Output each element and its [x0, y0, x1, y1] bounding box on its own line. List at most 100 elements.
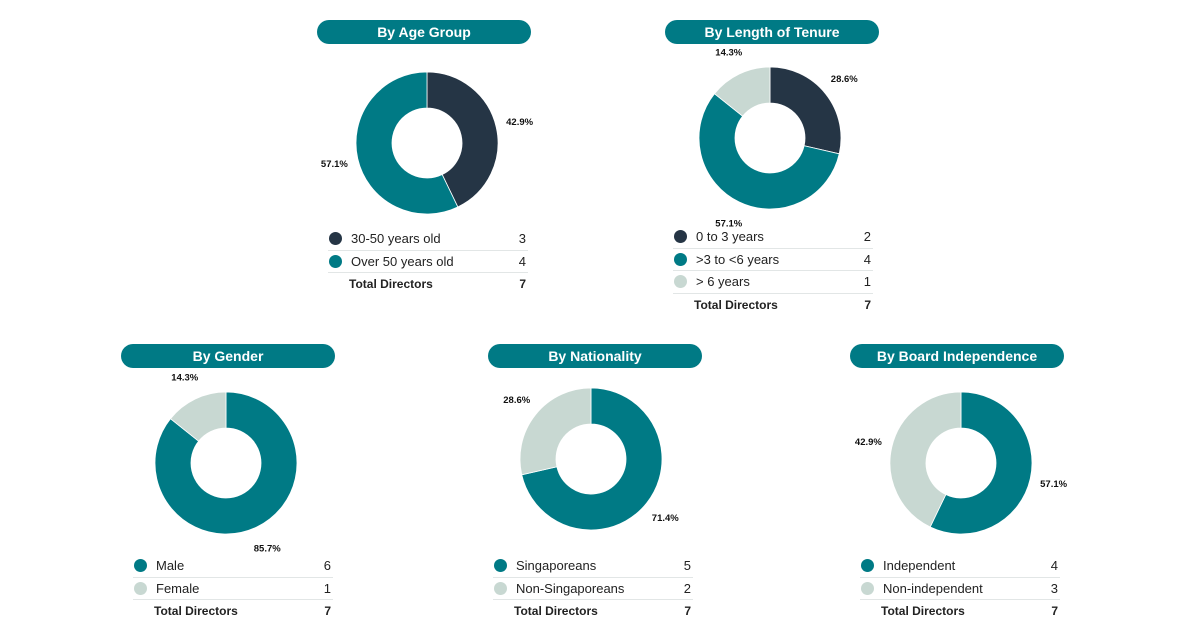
legend-row: >3 to <6 years 4: [673, 249, 873, 271]
total-label: Total Directors: [694, 297, 778, 312]
legend-label: Non-Singaporeans: [516, 580, 625, 596]
legend-row: Singaporeans 5: [493, 555, 693, 578]
legend-label: Independent: [883, 558, 956, 574]
total-value: 7: [684, 604, 691, 619]
legend-swatch: [134, 559, 147, 573]
legend-swatch: [861, 581, 874, 595]
legend-table: Male 6 Female 1 Total Directors 7: [133, 555, 333, 623]
legend-label: Male: [156, 558, 185, 574]
chart-title: By Length of Tenure: [665, 20, 879, 44]
legend-row: 0 to 3 years 2: [673, 226, 873, 249]
total-row: Total Directors 7: [328, 273, 528, 296]
chart-title: By Board Independence: [850, 344, 1064, 368]
chart-title: By Age Group: [317, 20, 531, 44]
donut-slice: [698, 93, 840, 210]
donut-slice: [154, 391, 298, 535]
panel-age-group: By Age Group 42.9% 57.1% 30-50 years old 3 Ov…: [317, 20, 534, 310]
total-row: Total Directors 7: [133, 600, 333, 623]
donut-slice: [519, 387, 592, 476]
panel-gender: By Gender 85.7% 14.3% Male 6 Female 1 Total Dir…: [121, 344, 335, 634]
legend-row: Independent 4: [860, 555, 1060, 578]
legend-swatch: [494, 581, 507, 595]
percent-label: 14.3%: [171, 372, 198, 383]
percent-label: 57.1%: [1040, 479, 1067, 490]
total-row: Total Directors 7: [493, 600, 693, 623]
legend-label: Non-independent: [883, 580, 983, 596]
legend-swatch: [674, 230, 687, 244]
legend-table: 30-50 years old 3 Over 50 years old 4 Total …: [328, 228, 528, 296]
total-value: 7: [1051, 604, 1058, 619]
percent-label: 28.6%: [503, 395, 530, 406]
donut-slice: [929, 391, 1033, 535]
chart-title: By Nationality: [488, 344, 702, 368]
total-row: Total Directors 7: [673, 294, 873, 317]
panel-tenure: By Length of Tenure 28.6% 57.1% 14.3% 0 to 3…: [665, 20, 879, 312]
legend-value: 4: [863, 251, 871, 267]
legend-value: 3: [1050, 580, 1058, 596]
legend-table: Independent 4 Non-independent 3 Total Direct…: [860, 555, 1060, 623]
legend-row: 30-50 years old 3: [328, 228, 528, 251]
legend-label: Singaporeans: [516, 558, 597, 574]
legend-label: 30-50 years old: [351, 231, 441, 247]
donut-chart: 85.7% 14.3%: [154, 372, 298, 555]
legend-row: Non-independent 3: [860, 578, 1060, 600]
legend-swatch: [134, 581, 147, 595]
donut-chart: 42.9% 57.1%: [321, 71, 534, 215]
donut-slice: [713, 66, 771, 117]
legend-swatch: [674, 252, 687, 266]
total-label: Total Directors: [881, 604, 965, 619]
percent-label: 42.9%: [855, 437, 882, 448]
legend-label: Over 50 years old: [351, 253, 454, 269]
legend-value: 1: [323, 580, 331, 596]
legend-label: Female: [156, 580, 200, 596]
legend-row: Non-Singaporeans 2: [493, 578, 693, 600]
legend-value: 3: [518, 231, 526, 247]
donut-chart: 71.4% 28.6%: [503, 387, 679, 531]
legend-row: Over 50 years old 4: [328, 251, 528, 273]
chart-title: By Gender: [121, 344, 335, 368]
donut-slice: [355, 71, 459, 215]
legend-swatch: [674, 275, 687, 289]
legend-row: Female 1: [133, 578, 333, 600]
total-row: Total Directors 7: [860, 600, 1060, 623]
legend-row: > 6 years 1: [673, 271, 873, 294]
legend-value: 5: [683, 558, 691, 574]
donut-slice: [426, 71, 499, 208]
legend-label: 0 to 3 years: [696, 229, 764, 245]
legend-value: 2: [863, 229, 871, 245]
legend-label: >3 to <6 years: [696, 251, 780, 267]
legend-value: 6: [323, 558, 331, 574]
legend-value: 4: [1050, 558, 1058, 574]
legend-swatch: [329, 254, 342, 268]
total-label: Total Directors: [154, 604, 238, 619]
legend-label: > 6 years: [696, 274, 750, 290]
total-label: Total Directors: [514, 604, 598, 619]
legend-swatch: [494, 559, 507, 573]
panel-nationality: By Nationality 71.4% 28.6% Singaporeans 5 Non…: [488, 344, 702, 634]
total-value: 7: [519, 277, 526, 292]
legend-swatch: [861, 559, 874, 573]
donut-chart: 57.1% 42.9%: [855, 391, 1068, 535]
total-value: 7: [324, 604, 331, 619]
percent-label: 14.3%: [715, 47, 742, 58]
percent-label: 85.7%: [254, 544, 281, 555]
legend-value: 4: [518, 253, 526, 269]
legend-table: 0 to 3 years 2 >3 to <6 years 4 > 6 years 1 To…: [673, 226, 873, 316]
legend-value: 2: [683, 580, 691, 596]
total-value: 7: [864, 297, 871, 312]
percent-label: 28.6%: [831, 74, 858, 85]
legend-row: Male 6: [133, 555, 333, 578]
total-label: Total Directors: [349, 277, 433, 292]
donut-slice: [889, 391, 962, 528]
percent-label: 71.4%: [652, 513, 679, 524]
donut-slice: [521, 387, 663, 531]
donut-slice: [769, 66, 842, 155]
legend-value: 1: [863, 274, 871, 290]
percent-label: 57.1%: [715, 219, 742, 230]
legend-table: Singaporeans 5 Non-Singaporeans 2 Total Dire…: [493, 555, 693, 623]
panel-board-independence: By Board Independence 57.1% 42.9% Independe…: [850, 344, 1068, 634]
donut-slice: [169, 391, 227, 442]
donut-chart: 28.6% 57.1% 14.3%: [698, 47, 858, 230]
percent-label: 57.1%: [321, 159, 348, 170]
legend-swatch: [329, 232, 342, 246]
